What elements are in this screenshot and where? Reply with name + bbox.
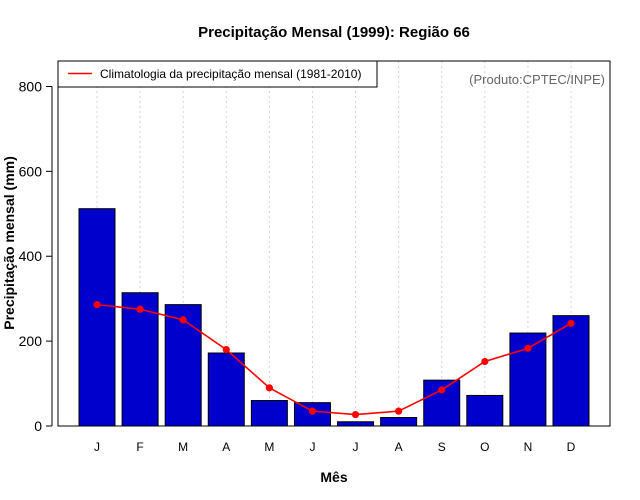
x-tick-label: A: [395, 440, 403, 454]
climatology-point-10: [481, 357, 489, 366]
bar-series: [78, 208, 590, 427]
y-axis: 0 200 400 600 800: [19, 78, 53, 434]
y-tick-label: 400: [19, 248, 43, 264]
bar-D-12: [552, 315, 590, 427]
x-tick-label: J: [309, 440, 315, 454]
x-tick-label: D: [567, 440, 576, 454]
bar-F-2: [121, 292, 159, 427]
legend: Climatologia da precipitação mensal (198…: [57, 60, 378, 88]
y-tick-label: 0: [34, 418, 42, 434]
climatology-point-2: [136, 305, 144, 313]
climatology-line: [96, 303, 572, 416]
x-tick-label: J: [94, 440, 100, 454]
x-tick-label: N: [524, 440, 533, 454]
legend-entry-climatology: Climatologia da precipitação mensal (198…: [100, 67, 361, 81]
y-tick-label: 800: [19, 78, 43, 94]
y-tick-label: 600: [19, 163, 43, 179]
climatology-point-5: [265, 384, 273, 392]
chart-title: Precipitação Mensal (1999): Região 66: [198, 24, 470, 41]
x-tick-label: O: [480, 440, 489, 454]
climatology-point-6: [308, 407, 317, 415]
bar-M-5: [250, 400, 288, 427]
bar-J-7: [337, 421, 375, 427]
climatology-point-9: [438, 386, 446, 394]
x-tick-label: A: [222, 440, 230, 454]
x-axis-label: Mês: [320, 469, 347, 485]
grid: [96, 61, 572, 426]
y-axis-label: Precipitação mensal (mm): [1, 156, 17, 330]
climatology-point-7: [351, 410, 360, 419]
climatology-point-8: [395, 407, 403, 415]
climatology-point-1: [93, 301, 101, 309]
y-tick-label: 200: [19, 333, 43, 349]
climatology-point-11: [524, 344, 532, 352]
x-tick-label: S: [438, 440, 446, 454]
climatology-point-4: [222, 346, 230, 354]
bar-A-4: [207, 352, 245, 427]
climatology-series: [93, 301, 575, 419]
bar-A-8: [380, 417, 418, 427]
x-tick-label: J: [353, 440, 359, 454]
x-tick-label: F: [136, 440, 143, 454]
x-tick-label: M: [178, 440, 188, 454]
bar-J-1: [78, 208, 116, 427]
legend-box: [57, 60, 378, 88]
climatology-point-12: [567, 319, 575, 327]
x-tick-label: M: [264, 440, 274, 454]
climatology-point-3: [179, 316, 187, 324]
credit-label: (Produto:CPTEC/INPE): [469, 72, 605, 87]
bar-O-10: [466, 394, 504, 427]
